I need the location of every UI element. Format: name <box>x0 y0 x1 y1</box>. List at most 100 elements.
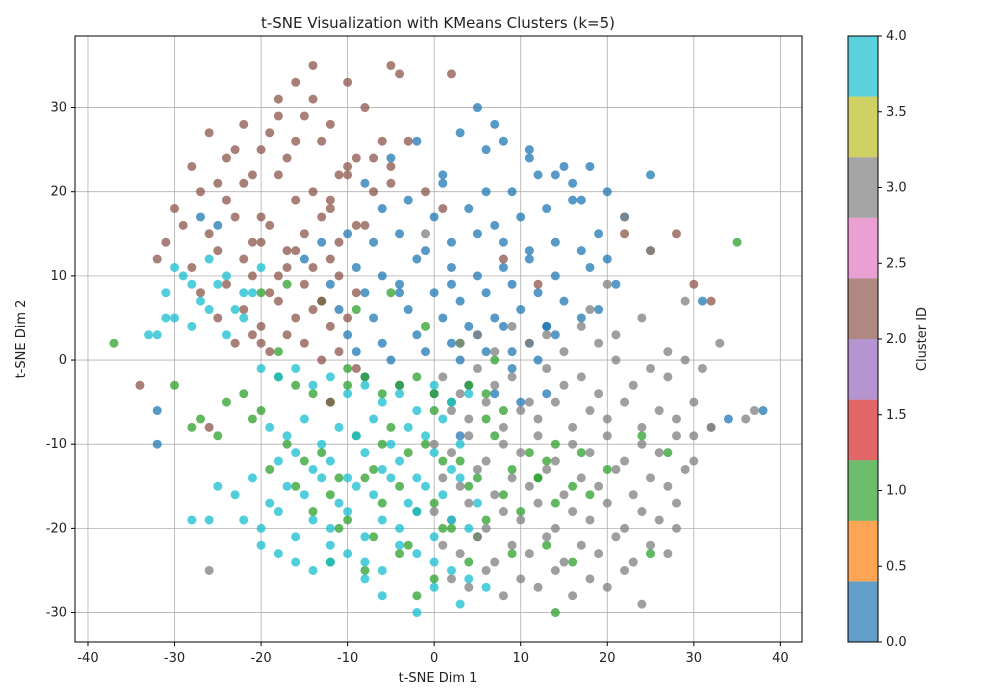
cluster-4-point <box>308 565 318 575</box>
cluster-4-point <box>187 279 197 289</box>
cluster-0-point <box>369 237 379 247</box>
cluster-0-point <box>377 204 387 214</box>
cluster-2-point <box>334 170 344 180</box>
cluster-2-point <box>351 288 361 298</box>
cluster-3-point <box>516 406 526 416</box>
cluster-3-point <box>637 599 647 609</box>
cluster-4-point <box>395 456 405 466</box>
cluster-2-point <box>299 229 309 239</box>
cluster-2-point <box>308 305 318 315</box>
cluster-3-point <box>429 439 439 449</box>
cluster-2-point <box>265 128 275 138</box>
cluster-2-point <box>317 136 327 146</box>
cluster-3-point <box>568 422 578 432</box>
cluster-4-point <box>291 363 301 373</box>
cluster-2-point <box>377 136 387 146</box>
cluster-1-point <box>369 464 379 474</box>
cluster-2-point <box>369 187 379 197</box>
cluster-4-point <box>221 330 231 340</box>
cluster-2-point <box>343 77 353 87</box>
cluster-1-point <box>429 498 439 508</box>
cluster-2-point <box>299 111 309 121</box>
cluster-3-point <box>602 582 612 592</box>
cluster-1-point <box>732 237 742 247</box>
cluster-3-point <box>490 380 500 390</box>
cluster-3-point <box>672 431 682 441</box>
y-tick-label: -20 <box>46 521 67 536</box>
cluster-0-point <box>542 389 552 399</box>
cluster-3-point <box>680 355 690 365</box>
cluster-4-point <box>395 540 405 550</box>
cluster-2-point <box>195 288 205 298</box>
cluster-4-point <box>265 422 275 432</box>
cluster-3-point <box>542 532 552 542</box>
cluster-0-point <box>507 187 517 197</box>
cluster-2-point <box>421 187 431 197</box>
x-axis-ticks: -40 -30 -20 -10 0 10 20 30 40 <box>77 642 789 666</box>
x-tick-label: 0 <box>430 651 438 666</box>
cluster-3-point <box>628 490 638 500</box>
cluster-1-point <box>498 406 508 416</box>
cluster-3-point <box>438 372 448 382</box>
cluster-1-point <box>273 347 283 357</box>
cluster-3-point <box>498 439 508 449</box>
cluster-0-point <box>498 237 508 247</box>
cluster-1-point <box>308 507 318 517</box>
cluster-0-point <box>360 178 370 188</box>
cluster-4-point <box>438 490 448 500</box>
cluster-4-point <box>429 532 439 542</box>
cluster-4-point <box>325 372 335 382</box>
colorbar-segment <box>848 278 878 339</box>
cluster-0-point <box>472 229 482 239</box>
cluster-0-point <box>395 279 405 289</box>
cluster-0-point <box>524 145 534 155</box>
cluster-0-point <box>317 237 327 247</box>
cluster-2-point <box>706 296 716 306</box>
colorbar-segment <box>848 96 878 158</box>
cluster-3-point <box>464 414 474 424</box>
cluster-1-point <box>490 431 500 441</box>
cluster-1-point <box>464 380 474 390</box>
cluster-4-point <box>464 389 474 399</box>
cluster-1-point <box>533 473 543 483</box>
cluster-4-point <box>386 473 396 483</box>
cluster-4-point <box>273 507 283 517</box>
cluster-3-point <box>620 397 630 407</box>
cluster-0-point <box>576 313 586 323</box>
cluster-4-point <box>317 439 327 449</box>
cluster-4-point <box>213 481 223 491</box>
cluster-2-point <box>152 254 162 264</box>
colorbar-segment <box>848 460 878 521</box>
cluster-3-point <box>455 549 465 559</box>
colorbar-label: Cluster ID <box>915 307 930 371</box>
cluster-3-point <box>594 389 604 399</box>
cluster-3-point <box>490 557 500 567</box>
cluster-3-point <box>498 422 508 432</box>
cluster-3-point <box>472 464 482 474</box>
cluster-2-point <box>282 246 292 256</box>
cluster-2-point <box>282 330 292 340</box>
cluster-1-point <box>170 380 180 390</box>
cluster-2-point <box>325 321 335 331</box>
cluster-3-point <box>524 397 534 407</box>
cluster-4-point <box>446 515 456 525</box>
cluster-1-point <box>187 422 197 432</box>
cluster-3-point <box>697 363 707 373</box>
cluster-1-point <box>412 591 422 601</box>
cluster-3-point <box>663 549 673 559</box>
cluster-1-point <box>550 608 560 618</box>
cluster-1-point <box>429 389 439 399</box>
cluster-3-point <box>749 406 759 416</box>
cluster-2-point <box>308 262 318 272</box>
cluster-2-point <box>256 212 266 222</box>
cluster-0-point <box>334 305 344 315</box>
cluster-4-point <box>421 481 431 491</box>
cluster-3-point <box>568 591 578 601</box>
cluster-3-point <box>594 549 604 559</box>
cluster-4-point <box>152 330 162 340</box>
cluster-1-point <box>343 363 353 373</box>
cluster-2-point <box>325 195 335 205</box>
cluster-4-point <box>412 507 422 517</box>
cluster-1-point <box>395 481 405 491</box>
cluster-0-point <box>550 330 560 340</box>
